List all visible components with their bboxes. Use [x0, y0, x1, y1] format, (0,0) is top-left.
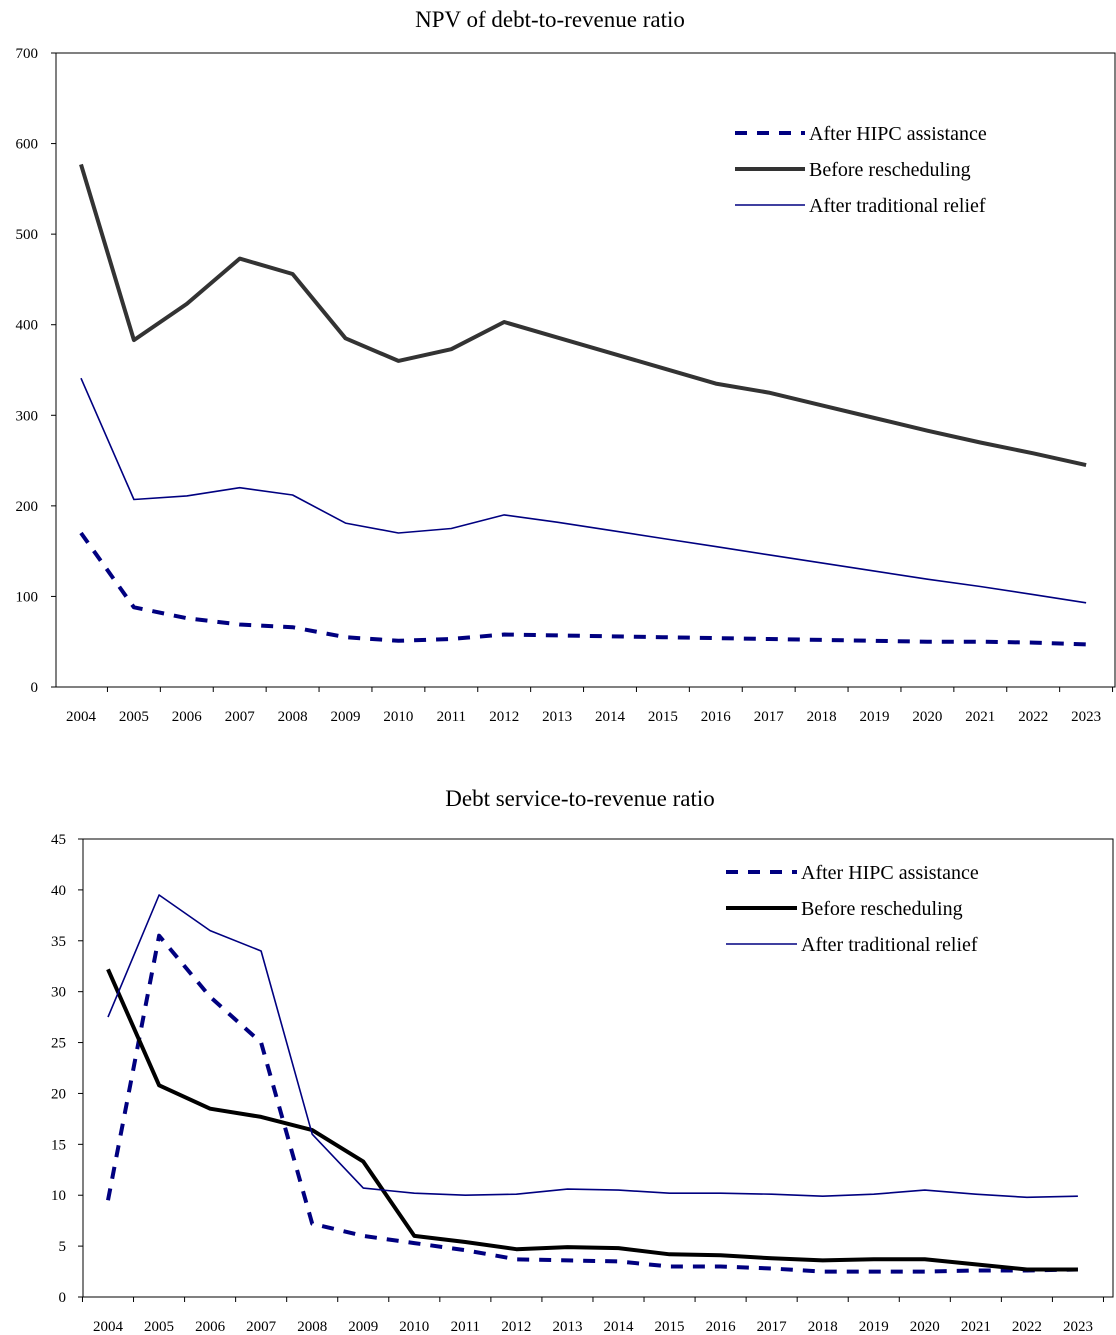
plot-area-frame: [55, 52, 1116, 688]
x-tick-label: 2010: [399, 1319, 429, 1335]
y-tick-label: 0: [31, 680, 39, 696]
x-tick-label: 2014: [595, 709, 626, 725]
y-tick-label: 45: [51, 832, 66, 848]
legend-label: After HIPC assistance: [801, 862, 979, 884]
x-tick-label: 2023: [1063, 1319, 1093, 1335]
x-tick-label: 2011: [451, 1319, 480, 1335]
x-axis: 2004 2005 2006 2007 2008 2009 2010 2011 2012 2013…: [81, 1297, 1104, 1335]
y-tick-label: 600: [16, 137, 39, 153]
y-tick-label: 15: [51, 1137, 66, 1153]
x-tick-label: 2023: [1071, 709, 1101, 725]
series-line-after-hipc-assistance: [106, 933, 1078, 1274]
x-tick-label: 2015: [655, 1319, 685, 1335]
x-tick-label: 2012: [501, 1319, 531, 1335]
x-tick-label: 2011: [437, 709, 466, 725]
x-tick-label: 2006: [195, 1319, 226, 1335]
x-tick-label: 2022: [1012, 1319, 1042, 1335]
legend: After HIPC assistance Before rescheduling…: [726, 862, 979, 956]
chart-title: NPV of debt-to-revenue ratio: [415, 7, 685, 32]
x-tick-label: 2017: [757, 1319, 788, 1335]
legend-label: Before rescheduling: [801, 898, 963, 920]
x-tick-label: 2007: [225, 709, 256, 725]
x-tick-label: 2009: [331, 709, 361, 725]
x-tick-label: 2013: [542, 709, 572, 725]
y-tick-label: 5: [59, 1239, 67, 1255]
x-tick-label: 2006: [172, 709, 203, 725]
legend-label: After HIPC assistance: [809, 123, 987, 145]
legend-label: After traditional relief: [801, 934, 978, 956]
series-line-before-rescheduling: [106, 968, 1078, 1272]
x-tick-label: 2013: [552, 1319, 582, 1335]
y-tick-label: 0: [59, 1290, 67, 1306]
npv-debt-to-revenue-chart: NPV of debt-to-revenue ratio 0 100 200 300 4…: [16, 7, 1116, 725]
x-tick-label: 2017: [754, 709, 785, 725]
x-tick-label: 2010: [383, 709, 413, 725]
y-tick-label: 40: [51, 883, 66, 899]
y-tick-label: 700: [16, 46, 39, 62]
series-layer: [106, 894, 1078, 1274]
x-tick-label: 2004: [93, 1319, 124, 1335]
y-tick-label: 100: [16, 589, 39, 605]
x-tick-label: 2008: [297, 1319, 327, 1335]
y-tick-label: 400: [16, 318, 39, 334]
y-axis: 0 5 10 15 20 25 30 35 40 45: [51, 832, 83, 1306]
x-tick-label: 2009: [348, 1319, 378, 1335]
series-line-before-rescheduling: [79, 163, 1087, 468]
y-tick-label: 20: [51, 1086, 66, 1102]
y-tick-label: 25: [51, 1036, 66, 1052]
series-line-after-hipc-assistance: [79, 531, 1087, 647]
legend: After HIPC assistance Before rescheduling…: [735, 123, 987, 217]
x-tick-label: 2018: [808, 1319, 838, 1335]
x-tick-label: 2014: [604, 1319, 635, 1335]
x-tick-label: 2012: [489, 709, 519, 725]
x-tick-label: 2004: [66, 709, 97, 725]
x-tick-label: 2019: [859, 1319, 889, 1335]
x-tick-label: 2021: [961, 1319, 991, 1335]
y-tick-label: 10: [51, 1188, 66, 1204]
y-axis: 0 100 200 300 400 500 600 700: [16, 46, 56, 696]
y-tick-label: 500: [16, 227, 39, 243]
y-tick-label: 30: [51, 985, 66, 1001]
y-tick-label: 200: [16, 499, 39, 515]
x-tick-label: 2005: [119, 709, 149, 725]
x-tick-label: 2019: [860, 709, 890, 725]
chart-title: Debt service-to-revenue ratio: [445, 786, 714, 811]
y-tick-label: 35: [51, 934, 66, 950]
x-tick-label: 2022: [1018, 709, 1048, 725]
y-tick-label: 300: [16, 408, 39, 424]
x-tick-label: 2018: [807, 709, 837, 725]
series-line-after-traditional-relief: [80, 377, 1087, 604]
x-axis: 2004 2005 2006 2007 2008 2009 2010 2011 2012 2013…: [66, 687, 1114, 725]
debt-service-to-revenue-chart: Debt service-to-revenue ratio 0 5 10 15 20 25…: [51, 786, 1114, 1335]
x-tick-label: 2016: [701, 709, 732, 725]
series-layer: [79, 163, 1087, 647]
x-tick-label: 2016: [706, 1319, 737, 1335]
x-tick-label: 2005: [144, 1319, 174, 1335]
x-tick-label: 2008: [278, 709, 308, 725]
legend-label: Before rescheduling: [809, 159, 971, 181]
plot-area-frame: [82, 838, 1114, 1298]
legend-label: After traditional relief: [809, 195, 986, 217]
series-line-after-traditional-relief: [107, 894, 1078, 1199]
x-tick-label: 2020: [912, 709, 942, 725]
x-tick-label: 2020: [910, 1319, 940, 1335]
x-tick-label: 2015: [648, 709, 678, 725]
x-tick-label: 2007: [246, 1319, 277, 1335]
x-tick-label: 2021: [965, 709, 995, 725]
